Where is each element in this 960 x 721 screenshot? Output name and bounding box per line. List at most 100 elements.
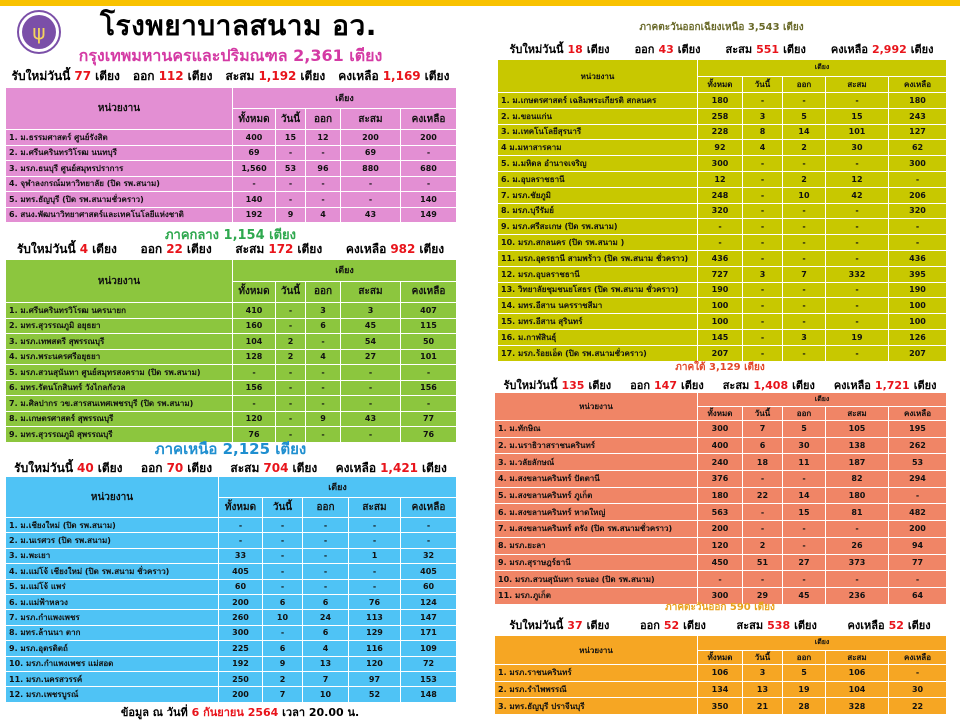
- summary-accum-label: สะสม: [225, 69, 255, 83]
- cell-accum: -: [340, 175, 401, 192]
- cell-remain: 180: [887, 92, 948, 109]
- header-row: ทั้งหมด วันนี้ ออก สะสม คงเหลือ: [6, 496, 458, 518]
- col-header-beds: เตียง: [696, 635, 948, 651]
- col-header-total: ทั้งหมด: [697, 649, 743, 665]
- cell-accum: 116: [348, 640, 401, 657]
- table-row: 3. ม.วลัยลักษณ์ 240 18 11 187 53: [494, 453, 948, 472]
- table-row: 7. ม.สงขลานครินทร์ ตรัง (ปิด รพ.สนามชั่ว…: [494, 520, 948, 538]
- cell-unit-name: 7. ม.ศิลปากร วข.สารสนเทศเพชรบุรี (ปิด รพ…: [5, 395, 233, 412]
- cell-unit-name: 9. มรภ.อุตรดิตถ์: [5, 640, 219, 657]
- cell-accum: -: [348, 563, 401, 580]
- cell-total: 405: [218, 563, 263, 580]
- cell-total: 320: [697, 202, 743, 220]
- cell-out: 11: [782, 453, 826, 472]
- cell-remain: 115: [399, 317, 458, 334]
- cell-accum: -: [825, 520, 889, 538]
- col-header-accum: สะสม: [825, 75, 889, 93]
- cell-out: 2: [782, 139, 826, 157]
- cell-today: -: [742, 218, 783, 236]
- cell-today: 21: [742, 697, 783, 716]
- table-row: 6. ม.อุบลราชธานี 12-2 12-: [497, 170, 948, 188]
- cell-accum: -: [340, 364, 401, 381]
- table-row: 8. มรภ.บุรีรัมย์ 320- - -320: [497, 202, 948, 220]
- cell-remain: 124: [399, 593, 458, 611]
- cell-accum: 180: [825, 486, 889, 505]
- cell-remain: -: [399, 516, 458, 534]
- col-header-total: ทั้งหมด: [218, 496, 263, 518]
- cell-remain: 482: [887, 503, 948, 522]
- summary-out-unit: เตียง: [677, 43, 701, 56]
- cell-today: 10: [262, 609, 303, 626]
- summary-remain-value: 52: [888, 619, 904, 632]
- summary-out-unit: เตียง: [683, 619, 706, 632]
- cell-today: 15: [275, 129, 306, 146]
- table-row: 9. มรภ.ศรีสะเกษ (ปิด รพ.สนาม) - - - - -: [497, 218, 948, 236]
- summary-remain-label: คงเหลือ: [345, 242, 387, 256]
- cell-out: 5: [782, 420, 826, 438]
- cell-unit-name: 1. ม.เกษตรศาสตร์ เฉลิมพระเกียรติ สกลนคร: [497, 92, 698, 109]
- cell-accum: -: [825, 92, 889, 109]
- region-summary: รับใหม่วันนี้ 40 เตียง ออก 70 เตียง สะสม 704 เตี…: [5, 459, 456, 478]
- header-row: ทั้งหมด วันนี้ ออก สะสม คงเหลือ: [495, 406, 948, 421]
- cell-remain: 680: [399, 160, 458, 177]
- summary-accum-unit: เตียง: [297, 242, 323, 256]
- col-header-today: วันนี้: [742, 406, 783, 421]
- summary-remain: คงเหลือ 2,992 เตียง: [831, 40, 934, 58]
- table-row: 8. มรภ.ยะลา 120 2-26 94: [494, 536, 948, 555]
- cell-unit-name: 6. สนง.พัฒนาวิทยาศาสตร์และเทคโนโลยีแห่งช…: [5, 206, 233, 223]
- cell-out: -: [782, 281, 826, 299]
- cell-unit-name: 7. มรภ.กำแพงเพชร: [5, 609, 219, 626]
- cell-out: 3: [782, 328, 826, 346]
- cell-remain: 77: [887, 553, 948, 572]
- cell-total: -: [697, 218, 743, 236]
- table-row: 3. มรภ.เทพสตรี สุพรรณบุรี 104 2-54 50: [5, 333, 458, 350]
- cell-remain: 320: [887, 202, 948, 220]
- cell-unit-name: 8. มรภ.บุรีรัมย์: [497, 202, 698, 220]
- table-row: 10. มรภ.สกลนคร (ปิด รพ.สนาม ) - - - - -: [497, 234, 948, 251]
- summary-out: ออก 147 เตียง: [630, 376, 704, 394]
- summary-accum-unit: เตียง: [794, 619, 817, 632]
- summary-accum-unit: เตียง: [783, 43, 806, 56]
- table-row: 9. มทร.สุวรรณภูมิ สุพรรณบุรี 76- - -76: [5, 426, 458, 443]
- summary-accum-unit: เตียง: [300, 69, 326, 83]
- table-row: 15. มทร.อีสาน สุรินทร์ 100- - -100: [497, 313, 948, 330]
- col-header-today: วันนี้: [275, 108, 306, 130]
- cell-unit-name: 1. ม.เชียงใหม่ (ปิด รพ.สนาม): [5, 516, 219, 534]
- cell-out: -: [302, 578, 349, 595]
- cell-remain: 147: [399, 609, 458, 626]
- summary-out-label: ออก: [140, 461, 163, 475]
- table-row: 2. ม.ขอนแก่น 258 3 5 15 243: [497, 107, 948, 125]
- cell-total: 160: [232, 317, 276, 334]
- cell-out: 10: [782, 186, 826, 204]
- cell-accum: 332: [825, 265, 889, 283]
- cell-remain: 294: [887, 470, 948, 488]
- cell-unit-name: 1. ม.ธรรมศาสตร์ ศูนย์รังสิต: [5, 129, 233, 146]
- cell-today: 2: [275, 333, 306, 350]
- cell-out: -: [302, 532, 349, 549]
- cell-total: -: [232, 364, 276, 381]
- cell-total: 140: [232, 191, 276, 208]
- summary-new-unit: เตียง: [586, 619, 610, 632]
- summary-new-label: รับใหม่วันนี้: [509, 619, 564, 632]
- region-table: หน่วยงาน เตียง ทั้งหมด วันนี้ ออก สะสม คงเหลือ…: [494, 635, 948, 716]
- col-header-remain: คงเหลือ: [399, 280, 458, 303]
- cell-unit-name: 2. ม.ศรีนครินทรวิโรฒ นนทบุรี: [5, 144, 233, 161]
- summary-remain-unit: เตียง: [913, 379, 937, 392]
- cell-total: 200: [697, 520, 743, 538]
- cell-today: -: [742, 186, 783, 204]
- cell-unit-name: 5. มรภ.สวนสุนันทา ศูนย์สมุทรสงคราม (ปิด …: [5, 364, 233, 381]
- col-header-unit: หน่วยงาน: [5, 87, 233, 130]
- cell-unit-name: 9. มทร.สุวรรณภูมิ สุพรรณบุรี: [5, 426, 233, 443]
- cell-remain: -: [887, 234, 948, 251]
- cell-today: -: [742, 170, 783, 188]
- col-header-out: ออก: [302, 496, 349, 518]
- cell-remain: 109: [399, 640, 458, 657]
- region-table: หน่วยงาน เตียง ทั้งหมด วันนี้ ออก สะสม คงเหลือ…: [5, 476, 458, 703]
- cell-unit-name: 4. มรภ.พระนครศรีอยุธยา: [5, 348, 233, 365]
- summary-accum-unit: เตียง: [292, 461, 318, 475]
- summary-new: รับใหม่วันนี้ 18 เตียง: [510, 40, 610, 58]
- cell-accum: -: [825, 570, 889, 588]
- cell-accum: -: [348, 578, 401, 595]
- cell-accum: 120: [348, 655, 401, 672]
- cell-unit-name: 9. มรภ.สุราษฎร์ธานี: [494, 553, 698, 572]
